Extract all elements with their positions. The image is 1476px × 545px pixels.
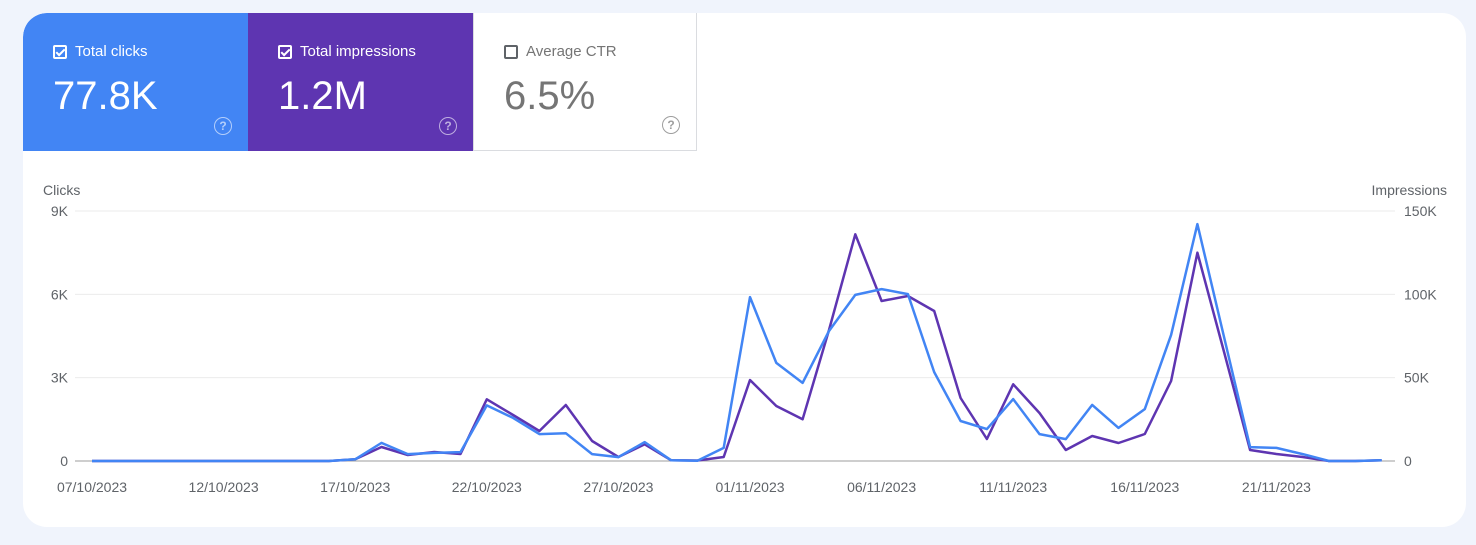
series-line-impressions: [92, 233, 1382, 463]
x-tick-label: 22/10/2023: [452, 479, 522, 495]
help-icon[interactable]: ?: [439, 117, 457, 135]
right-tick-label: 50K: [1404, 370, 1430, 386]
help-icon[interactable]: ?: [214, 117, 232, 135]
right-axis-title: Impressions: [1372, 182, 1447, 198]
x-tick-label: 01/11/2023: [715, 479, 784, 495]
left-axis-title: Clicks: [43, 182, 80, 198]
checkbox-checked-icon[interactable]: [278, 44, 292, 59]
metric-label: Total clicks: [75, 43, 148, 60]
left-tick-label: 6K: [51, 286, 69, 302]
series-line-clicks: [92, 222, 1382, 463]
checkbox-checked-icon[interactable]: [53, 44, 67, 59]
metric-value: 77.8K: [53, 74, 158, 118]
right-tick-label: 0: [1404, 453, 1412, 469]
metric-tile-average-ctr[interactable]: Average CTR 6.5% ?: [473, 13, 697, 151]
x-tick-label: 21/11/2023: [1242, 479, 1311, 495]
checkbox-unchecked-icon[interactable]: [504, 44, 518, 59]
metric-tile-total-clicks[interactable]: Total clicks 77.8K ?: [23, 13, 248, 151]
metric-value: 6.5%: [504, 74, 596, 118]
metric-value: 1.2M: [278, 74, 367, 118]
metric-tile-total-impressions[interactable]: Total impressions 1.2M ?: [248, 13, 473, 151]
right-tick-label: 100K: [1404, 286, 1437, 302]
left-tick-label: 9K: [51, 203, 69, 219]
right-tick-label: 150K: [1404, 203, 1437, 219]
help-icon[interactable]: ?: [662, 116, 680, 134]
x-tick-label: 27/10/2023: [583, 479, 653, 495]
metric-label: Total impressions: [300, 43, 416, 60]
x-tick-label: 17/10/2023: [320, 479, 390, 495]
x-tick-label: 07/10/2023: [57, 479, 127, 495]
x-tick-label: 11/11/2023: [979, 479, 1047, 495]
x-tick-label: 12/10/2023: [189, 479, 259, 495]
metric-label: Average CTR: [526, 43, 617, 60]
left-tick-label: 0: [60, 453, 68, 469]
performance-card: Total clicks 77.8K ? Total impressions 1…: [23, 13, 1466, 527]
x-tick-label: 16/11/2023: [1110, 479, 1179, 495]
x-tick-label: 06/11/2023: [847, 479, 916, 495]
left-tick-label: 3K: [51, 370, 69, 386]
